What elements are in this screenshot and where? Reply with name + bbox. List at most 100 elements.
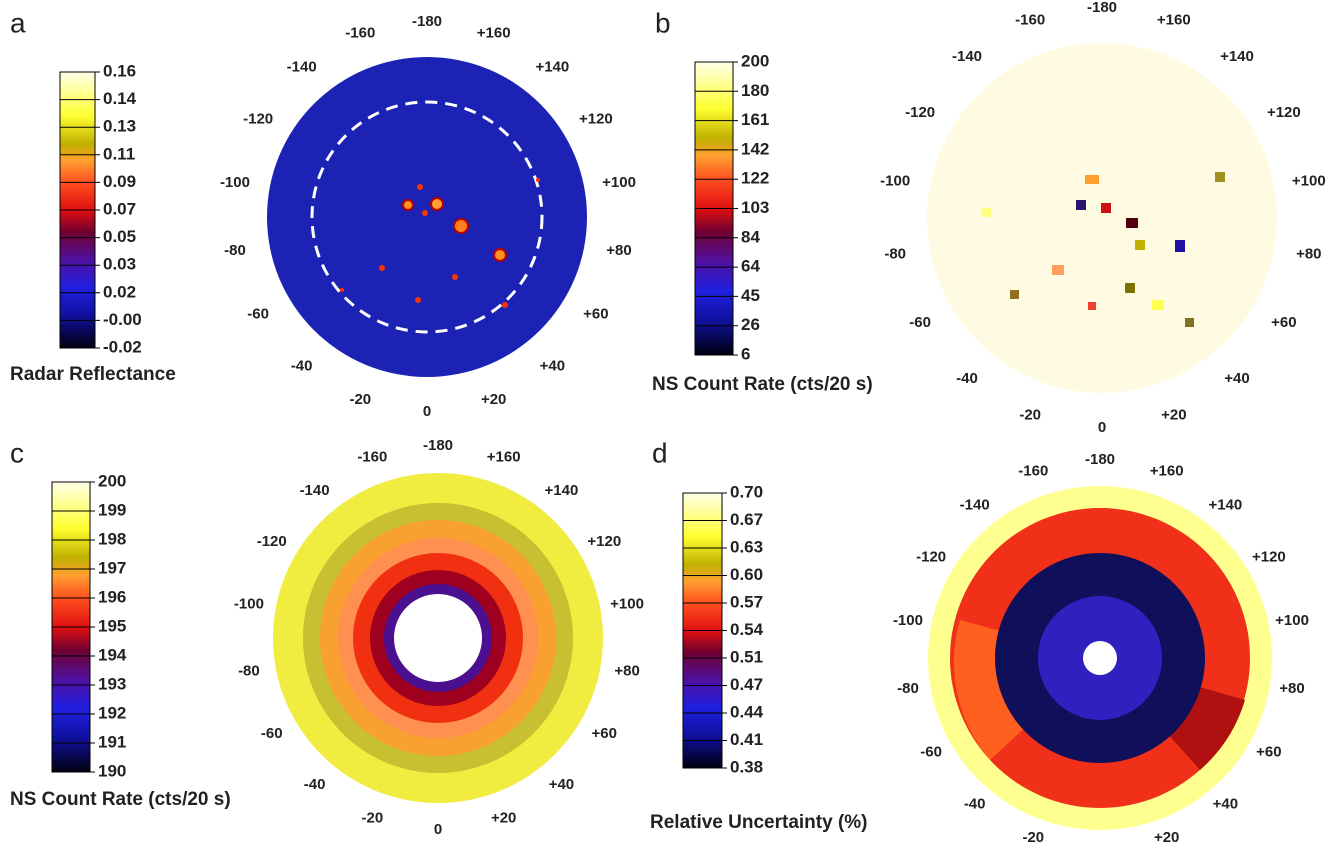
panel-letter: a xyxy=(10,7,26,38)
azimuth-label: -160 xyxy=(1018,463,1048,480)
azimuth-label: +40 xyxy=(549,776,574,793)
azimuth-label: -180 xyxy=(423,437,453,454)
azimuth-label: -180 xyxy=(1085,451,1115,468)
azimuth-label: +80 xyxy=(1279,680,1304,697)
colorbar-tick-label: 161 xyxy=(741,110,769,129)
colorbar-tick-label: 0.51 xyxy=(730,647,763,666)
azimuth-label: -80 xyxy=(224,242,246,259)
azimuth-label: -140 xyxy=(960,497,990,514)
azimuth-label: +60 xyxy=(583,305,608,322)
azimuth-label: -180 xyxy=(412,13,442,30)
azimuth-label: -60 xyxy=(261,725,283,742)
azimuth-label: -20 xyxy=(361,809,383,826)
colorbar-tick-label: 84 xyxy=(741,227,760,246)
azimuth-label: -80 xyxy=(238,662,260,679)
azimuth-label: -100 xyxy=(893,612,923,629)
azimuth-label: +140 xyxy=(1208,497,1242,514)
colorbar-label: Radar Reflectance xyxy=(10,364,176,385)
colorbar-tick-label: -0.02 xyxy=(103,337,142,356)
map-b xyxy=(927,43,1277,393)
colorbar-tick-label: 122 xyxy=(741,169,769,188)
colorbar-tick-label: 196 xyxy=(98,587,126,606)
azimuth-label: +60 xyxy=(1256,743,1281,760)
azimuth-label: -40 xyxy=(956,370,978,387)
azimuth-label: +60 xyxy=(1271,314,1296,331)
colorbar-tick-label: 180 xyxy=(741,81,769,100)
azimuth-label: -20 xyxy=(1022,829,1044,842)
azimuth-label: +120 xyxy=(1267,104,1301,121)
azimuth-label: -160 xyxy=(357,449,387,466)
map-c xyxy=(273,473,603,803)
colorbar-label: Relative Uncertainty (%) xyxy=(650,812,868,833)
azimuth-label: +40 xyxy=(1224,370,1249,387)
colorbar-tick-label: 200 xyxy=(98,471,126,490)
colorbar-tick-label: 142 xyxy=(741,139,769,158)
panel-letter: c xyxy=(10,437,24,468)
azimuth-label: +120 xyxy=(1252,548,1286,565)
colorbar-tick-label: 103 xyxy=(741,198,769,217)
azimuth-label: -100 xyxy=(220,174,250,191)
azimuth-label: +140 xyxy=(535,59,569,76)
colorbar-tick-label: -0.00 xyxy=(103,310,142,329)
colorbar-tick-label: 0.02 xyxy=(103,282,136,301)
map-d xyxy=(928,486,1272,830)
azimuth-label: -120 xyxy=(243,110,273,127)
azimuth-label: -140 xyxy=(287,59,317,76)
colorbar-tick-label: 193 xyxy=(98,674,126,693)
colorbar-tick-label: 200 xyxy=(741,51,769,70)
colorbar-tick-label: 191 xyxy=(98,732,126,751)
azimuth-label: +100 xyxy=(610,596,644,613)
colorbar-tick-label: 26 xyxy=(741,315,760,334)
azimuth-label: -20 xyxy=(349,391,371,408)
colorbar-tick-label: 0.41 xyxy=(730,730,763,749)
azimuth-label: +160 xyxy=(477,25,511,42)
azimuth-label: +40 xyxy=(540,357,565,374)
colorbar-tick-label: 0.16 xyxy=(103,61,136,80)
azimuth-label: +80 xyxy=(606,242,631,259)
azimuth-label: -100 xyxy=(880,173,910,190)
azimuth-label: +100 xyxy=(1292,173,1326,190)
colorbar-tick-label: 0.63 xyxy=(730,537,763,556)
colorbar-tick-label: 0.05 xyxy=(103,227,136,246)
colorbar-tick-label: 0.44 xyxy=(730,702,764,721)
colorbar-tick-label: 190 xyxy=(98,761,126,780)
colorbar-tick-label: 0.03 xyxy=(103,255,136,274)
azimuth-label: +120 xyxy=(587,533,621,550)
azimuth-label: +80 xyxy=(1296,245,1321,262)
azimuth-label: -80 xyxy=(884,245,906,262)
azimuth-label: 0 xyxy=(434,821,442,838)
azimuth-label: -120 xyxy=(905,104,935,121)
azimuth-label: +160 xyxy=(1150,463,1184,480)
azimuth-label: +140 xyxy=(1220,48,1254,65)
colorbar-tick-label: 0.09 xyxy=(103,172,136,191)
azimuth-label: -160 xyxy=(1015,12,1045,29)
azimuth-label: +100 xyxy=(602,174,636,191)
azimuth-label: -180 xyxy=(1087,0,1117,16)
colorbar-tick-label: 0.47 xyxy=(730,675,763,694)
azimuth-label: -100 xyxy=(234,596,264,613)
azimuth-label: -160 xyxy=(345,25,375,42)
azimuth-label: 0 xyxy=(423,403,431,420)
azimuth-label: 0 xyxy=(1098,419,1106,436)
azimuth-label: -120 xyxy=(916,548,946,565)
colorbar-tick-label: 64 xyxy=(741,257,760,276)
azimuth-label: -60 xyxy=(247,305,269,322)
colorbar-tick-label: 0.57 xyxy=(730,592,763,611)
azimuth-label: +20 xyxy=(481,391,506,408)
azimuth-label: +40 xyxy=(1213,795,1238,812)
azimuth-label: -40 xyxy=(964,795,986,812)
colorbar-tick-label: 199 xyxy=(98,500,126,519)
colorbar-tick-label: 0.11 xyxy=(103,144,135,163)
azimuth-label: -120 xyxy=(257,533,287,550)
colorbar-label: NS Count Rate (cts/20 s) xyxy=(652,374,873,395)
azimuth-label: +20 xyxy=(1154,829,1179,842)
colorbar-tick-label: 0.54 xyxy=(730,620,764,639)
azimuth-label: +140 xyxy=(545,482,579,499)
azimuth-label: -40 xyxy=(291,357,313,374)
map-a xyxy=(267,57,587,377)
colorbar-tick-label: 0.70 xyxy=(730,482,763,501)
azimuth-label: -60 xyxy=(920,743,942,760)
colorbar-tick-label: 0.67 xyxy=(730,510,763,529)
azimuth-label: +160 xyxy=(1157,12,1191,29)
panel-letter: d xyxy=(652,437,668,468)
